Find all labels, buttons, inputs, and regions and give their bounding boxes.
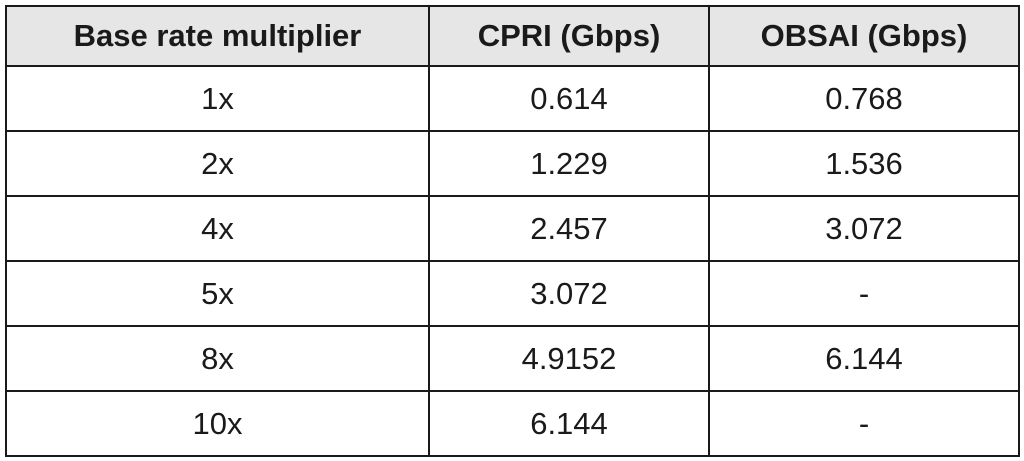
table-cell: 0.614	[428, 65, 710, 132]
table-row: 2x 1.229 1.536	[5, 130, 1020, 197]
table-row: 8x 4.9152 6.144	[5, 325, 1020, 392]
header-cell: OBSAI (Gbps)	[708, 5, 1020, 67]
table-cell: 1.229	[428, 130, 710, 197]
table-cell: 2.457	[428, 195, 710, 262]
table-cell: 4.9152	[428, 325, 710, 392]
table-cell: -	[708, 390, 1020, 457]
table-cell: 0.768	[708, 65, 1020, 132]
table-cell: 3.072	[428, 260, 710, 327]
table-row: 4x 2.457 3.072	[5, 195, 1020, 262]
table-cell: 2x	[5, 130, 430, 197]
table-cell: 4x	[5, 195, 430, 262]
table-cell: -	[708, 260, 1020, 327]
rate-table: Base rate multiplier CPRI (Gbps) OBSAI (…	[5, 5, 1020, 457]
table-cell: 8x	[5, 325, 430, 392]
table-row: 10x 6.144-	[5, 390, 1020, 457]
table-cell: 10x	[5, 390, 430, 457]
table-header: Base rate multiplier CPRI (Gbps) OBSAI (…	[5, 5, 1020, 67]
table-row: 5x 3.072-	[5, 260, 1020, 327]
table-cell: 6.144	[428, 390, 710, 457]
table-cell: 1.536	[708, 130, 1020, 197]
header-cell: CPRI (Gbps)	[428, 5, 710, 67]
table-row: 1x 0.614 0.768	[5, 65, 1020, 132]
table-body: 1x 0.614 0.768 2x 1.229 1.536 4x 2.457 3.072 5x 3.…	[5, 65, 1020, 457]
table-cell: 1x	[5, 65, 430, 132]
table-cell: 5x	[5, 260, 430, 327]
header-cell: Base rate multiplier	[5, 5, 430, 67]
header-row: Base rate multiplier CPRI (Gbps) OBSAI (…	[5, 5, 1020, 67]
table-cell: 6.144	[708, 325, 1020, 392]
table-cell: 3.072	[708, 195, 1020, 262]
